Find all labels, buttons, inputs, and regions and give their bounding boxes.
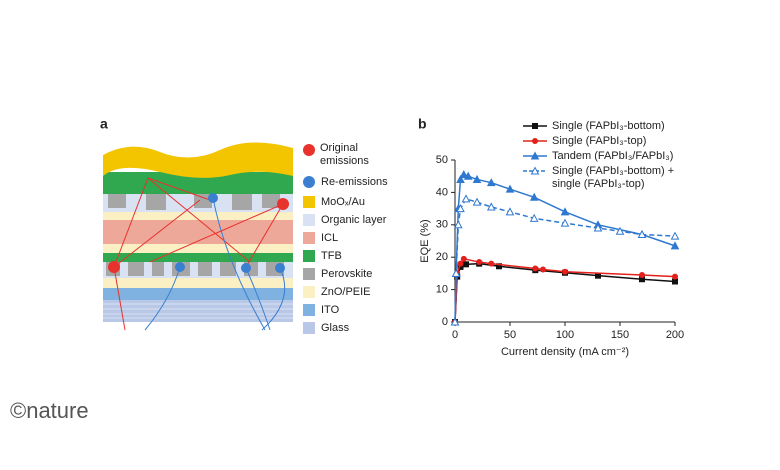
legend-item: Single (FAPbI₃-bottom) + single (FAPbI₃-… <box>522 165 692 191</box>
marker <box>532 138 538 144</box>
legend-swatch <box>523 138 547 144</box>
marker <box>530 151 540 160</box>
legend-label-box: Original emissions <box>320 142 369 167</box>
legend-label: Re-emissions <box>321 176 388 188</box>
legend-label: Organic layer <box>321 214 387 226</box>
marker <box>450 317 460 326</box>
y-tick-label: 30 <box>436 219 448 231</box>
marker <box>463 171 473 180</box>
marker <box>560 207 570 216</box>
marker <box>672 273 678 280</box>
marker <box>476 259 483 266</box>
marker <box>451 268 461 277</box>
marker <box>456 174 465 183</box>
series-line <box>454 257 676 323</box>
marker <box>461 194 471 203</box>
marker <box>486 202 496 211</box>
marker <box>672 278 678 285</box>
legend-swatch <box>523 166 547 175</box>
legend-label: TFB <box>321 250 342 262</box>
marker <box>453 220 463 229</box>
panel-label: a <box>100 116 108 132</box>
marker <box>496 263 502 270</box>
marker <box>456 204 465 213</box>
marker <box>457 263 464 270</box>
device-stack <box>103 142 293 331</box>
marker <box>529 192 539 201</box>
legend-item: Single (FAPbI₃-top) <box>522 135 692 148</box>
legend-label: Glass <box>321 322 350 334</box>
marker <box>472 174 482 183</box>
legend-item: Single (FAPbI₃-bottom) <box>522 120 692 133</box>
marker <box>670 241 680 250</box>
marker <box>459 170 469 179</box>
marker <box>505 207 515 216</box>
legend-swatch <box>303 250 315 262</box>
marker <box>540 266 546 273</box>
legend-label: ZnO/PEIE <box>321 286 371 298</box>
legend-swatch <box>303 196 315 208</box>
legend-label: Single (FAPbI₃-bottom) + single (FAPbI₃-… <box>552 165 675 190</box>
y-tick-label: 50 <box>436 154 448 166</box>
marker <box>529 213 539 222</box>
marker <box>460 255 467 262</box>
y-tick-label: 0 <box>442 316 448 328</box>
marker <box>639 272 645 279</box>
legend-swatch <box>303 232 315 244</box>
marker <box>532 123 538 129</box>
marker <box>486 178 496 187</box>
legend-label: Single (FAPbI₃-bottom) <box>552 120 665 132</box>
y-tick-label: 20 <box>436 251 448 263</box>
legend-swatch <box>303 144 315 156</box>
legend-label: ICL <box>321 232 338 244</box>
legend-swatch <box>303 214 315 226</box>
legend-label: ITO <box>321 304 340 316</box>
marker <box>639 276 645 283</box>
x-tick-label: 200 <box>666 329 684 341</box>
y-tick-label: 40 <box>436 186 448 198</box>
x-axis-label: Current density (mA cm⁻²) <box>501 346 629 358</box>
legend-swatch <box>303 304 315 316</box>
marker <box>670 231 680 240</box>
x-tick-label: 50 <box>504 329 516 341</box>
legend-label: Original emissions <box>320 142 369 167</box>
marker <box>562 268 568 275</box>
marker <box>532 265 539 272</box>
marker <box>488 260 495 267</box>
legend-label: MoOₓ/Au <box>321 196 365 208</box>
credit: ©nature <box>10 398 89 423</box>
y-axis-label: EQE (%) <box>419 219 431 262</box>
x-tick-label: 0 <box>452 329 458 341</box>
y-tick-label: 10 <box>436 284 448 296</box>
legend-swatch <box>303 322 315 334</box>
marker <box>530 166 540 175</box>
legend-label: Single (FAPbI₃-top) <box>552 135 647 147</box>
marker <box>457 260 464 267</box>
marker <box>472 197 482 206</box>
series-line <box>454 197 676 323</box>
panel-label: b <box>418 116 427 132</box>
marker <box>560 218 570 227</box>
marker <box>595 272 601 279</box>
legend-label: Tandem (FAPbI₃/FAPbI₃) <box>552 150 674 162</box>
legend-swatch <box>303 176 315 188</box>
marker <box>505 184 515 193</box>
legend-swatch <box>523 151 547 160</box>
x-tick-label: 100 <box>556 329 574 341</box>
legend-label: Perovskite <box>321 268 372 280</box>
series-line <box>454 173 676 323</box>
chart-legend: Single (FAPbI₃-bottom) Single (FAPbI₃-top… <box>522 120 692 193</box>
marker <box>637 229 647 239</box>
marker <box>615 226 625 235</box>
marker <box>463 261 469 268</box>
legend-item: Tandem (FAPbI₃/FAPbI₃) <box>522 150 692 163</box>
legend-swatch <box>303 286 315 298</box>
marker <box>593 223 603 232</box>
x-tick-label: 150 <box>611 329 629 341</box>
legend-swatch <box>303 268 315 280</box>
legend-swatch <box>523 123 547 129</box>
